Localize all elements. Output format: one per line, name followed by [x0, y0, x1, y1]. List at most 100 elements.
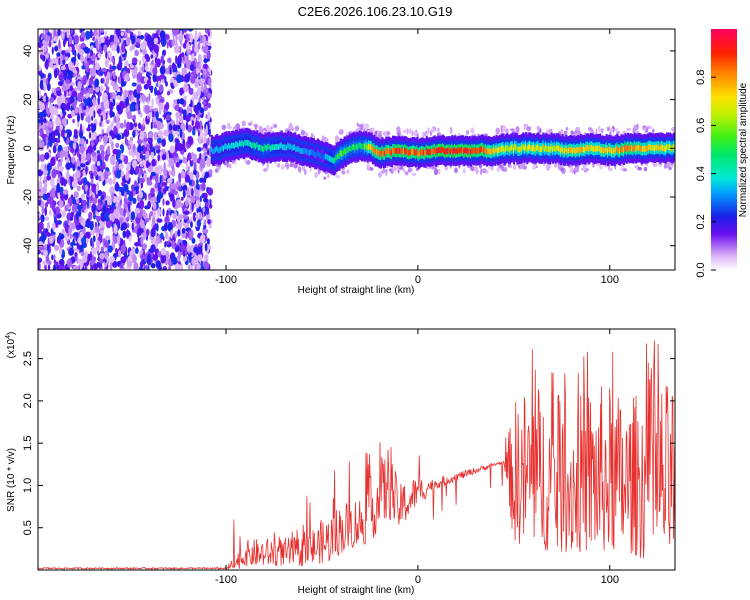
noise-speckle — [159, 30, 166, 40]
noise-speckle — [104, 153, 109, 162]
noise-speckle — [80, 259, 84, 268]
noise-speckle — [183, 95, 188, 101]
signal-haze — [622, 168, 628, 172]
noise-speckle — [66, 137, 70, 145]
noise-speckle — [155, 120, 162, 131]
band-cell — [230, 142, 233, 149]
noise-speckle — [164, 241, 167, 248]
noise-speckle — [180, 30, 183, 36]
noise-speckle — [53, 29, 57, 38]
noise-speckle — [167, 222, 173, 232]
noise-speckle — [51, 46, 54, 55]
noise-speckle — [97, 267, 100, 270]
noise-speckle — [128, 194, 134, 202]
noise-speckle — [56, 183, 61, 193]
noise-speckle — [90, 264, 94, 270]
band-cell — [503, 147, 506, 154]
band-cell — [520, 145, 524, 152]
noise-speckle — [94, 78, 100, 88]
noise-speckle — [142, 117, 145, 127]
band-cell — [594, 145, 597, 152]
band-cell — [435, 149, 438, 155]
noise-speckle — [124, 76, 127, 82]
snr-y-tick-label: 1.5 — [22, 436, 34, 451]
spectrogram-y-tick-label: 20 — [22, 93, 34, 105]
band-cell — [273, 144, 276, 151]
noise-speckle — [176, 264, 183, 270]
noise-speckle — [49, 209, 52, 216]
signal-haze — [499, 164, 503, 169]
noise-speckle — [175, 138, 180, 144]
noise-speckle — [136, 139, 143, 145]
signal-haze — [301, 130, 305, 136]
noise-speckle — [119, 264, 124, 269]
noise-speckle — [156, 208, 161, 217]
band-cell — [598, 145, 601, 152]
band-cell — [228, 142, 231, 149]
noise-speckle — [177, 55, 182, 65]
band-cell — [441, 146, 444, 153]
noise-speckle — [107, 245, 113, 253]
band-cell — [276, 143, 279, 150]
noise-speckle — [174, 242, 177, 248]
noise-speckle — [195, 179, 199, 185]
noise-speckle — [191, 237, 196, 244]
noise-speckle — [110, 213, 115, 223]
noise-speckle — [39, 154, 46, 162]
noise-speckle — [98, 135, 102, 143]
noise-speckle — [52, 231, 56, 236]
signal-haze — [228, 163, 232, 169]
noise-speckle — [67, 258, 72, 269]
noise-speckle — [143, 212, 148, 220]
spectrogram-y-axis-label: Frequency (Hz) — [6, 116, 17, 185]
noise-speckle — [58, 96, 63, 105]
noise-speckle — [194, 189, 200, 197]
noise-speckle — [60, 32, 65, 39]
band-cell — [656, 144, 659, 151]
signal-haze — [633, 124, 638, 131]
noise-speckle — [174, 142, 179, 152]
signal-haze — [364, 123, 370, 129]
noise-speckle — [80, 123, 83, 133]
band-cell — [482, 146, 485, 153]
noise-speckle — [206, 157, 211, 168]
noise-speckle — [163, 129, 169, 137]
band-cell — [296, 146, 299, 152]
band-cell — [473, 147, 477, 154]
noise-speckle — [176, 193, 180, 199]
noise-speckle — [203, 136, 207, 144]
signal-haze — [396, 126, 401, 133]
band-cell — [547, 146, 550, 152]
noise-speckle — [150, 244, 156, 253]
band-cell — [382, 150, 385, 157]
noise-speckle — [150, 228, 156, 238]
band-cell — [300, 148, 303, 154]
noise-speckle — [59, 124, 64, 131]
band-cell — [336, 153, 340, 160]
noise-speckle — [140, 34, 144, 40]
band-cell — [306, 149, 309, 155]
band-cell — [288, 144, 291, 150]
band-cell — [210, 146, 213, 153]
band-cell — [562, 148, 565, 154]
noise-speckle — [80, 53, 84, 63]
band-cell — [647, 145, 650, 151]
noise-speckle — [171, 183, 178, 189]
noise-speckle — [58, 57, 61, 66]
band-cell — [457, 147, 460, 154]
noise-speckle — [70, 29, 74, 34]
signal-haze — [293, 163, 298, 169]
noise-speckle — [171, 39, 175, 47]
noise-speckle — [168, 187, 171, 193]
noise-speckle — [134, 49, 139, 57]
noise-speckle — [69, 233, 72, 240]
noise-speckle — [40, 53, 43, 60]
band-cell — [222, 145, 225, 152]
noise-speckle — [191, 53, 195, 62]
band-cell — [518, 146, 521, 153]
noise-speckle — [46, 192, 51, 198]
noise-speckle — [192, 128, 196, 136]
noise-speckle — [119, 217, 123, 224]
signal-haze — [600, 128, 604, 133]
noise-speckle — [90, 49, 93, 56]
